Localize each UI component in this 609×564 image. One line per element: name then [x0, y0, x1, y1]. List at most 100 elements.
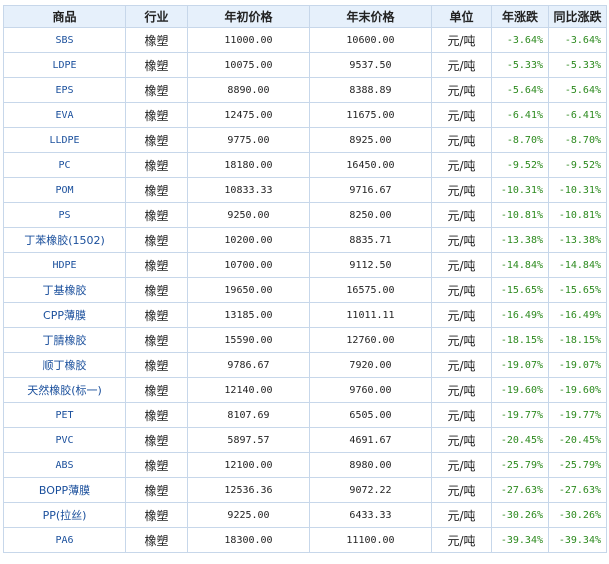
- commodity-link[interactable]: PVC: [3, 427, 126, 453]
- yoy-change-cell: -20.45%: [548, 427, 607, 453]
- end-price-cell: 10600.00: [309, 27, 432, 53]
- commodity-link[interactable]: ABS: [3, 452, 126, 478]
- table-row: POM 橡塑 10833.33 9716.67 元/吨 -10.31% -10.31%: [3, 177, 607, 203]
- start-price-cell: 9225.00: [187, 502, 310, 528]
- industry-cell: 橡塑: [125, 277, 188, 303]
- table-row: EPS 橡塑 8890.00 8388.89 元/吨 -5.64% -5.64%: [3, 77, 607, 103]
- yoy-change-cell: -39.34%: [548, 527, 607, 553]
- industry-cell: 橡塑: [125, 527, 188, 553]
- unit-cell: 元/吨: [431, 152, 492, 178]
- yoy-change-cell: -6.41%: [548, 102, 607, 128]
- table-body: SBS 橡塑 11000.00 10600.00 元/吨 -3.64% -3.64% LDPE…: [3, 27, 607, 553]
- industry-cell: 橡塑: [125, 227, 188, 253]
- unit-cell: 元/吨: [431, 77, 492, 103]
- yoy-change-cell: -18.15%: [548, 327, 607, 353]
- yoy-change-cell: -27.63%: [548, 477, 607, 503]
- commodity-link[interactable]: PA6: [3, 527, 126, 553]
- year-change-cell: -6.41%: [491, 102, 549, 128]
- unit-cell: 元/吨: [431, 177, 492, 203]
- commodity-link[interactable]: BOPP薄膜: [3, 477, 126, 503]
- start-price-cell: 9250.00: [187, 202, 310, 228]
- price-table: 商品 行业 年初价格 年末价格 单位 年涨跌 同比涨跌 SBS 橡塑 11000.0…: [3, 5, 607, 553]
- end-price-cell: 16575.00: [309, 277, 432, 303]
- yoy-change-cell: -5.33%: [548, 52, 607, 78]
- start-price-cell: 12100.00: [187, 452, 310, 478]
- table-row: PC 橡塑 18180.00 16450.00 元/吨 -9.52% -9.52%: [3, 152, 607, 178]
- commodity-link[interactable]: EVA: [3, 102, 126, 128]
- table-row: PS 橡塑 9250.00 8250.00 元/吨 -10.81% -10.81%: [3, 202, 607, 228]
- yoy-change-cell: -30.26%: [548, 502, 607, 528]
- yoy-change-cell: -19.77%: [548, 402, 607, 428]
- start-price-cell: 8107.69: [187, 402, 310, 428]
- end-price-cell: 6433.33: [309, 502, 432, 528]
- start-price-cell: 10075.00: [187, 52, 310, 78]
- commodity-link[interactable]: 丁基橡胶: [3, 277, 126, 303]
- commodity-link[interactable]: LDPE: [3, 52, 126, 78]
- commodity-link[interactable]: 顺丁橡胶: [3, 352, 126, 378]
- start-price-cell: 5897.57: [187, 427, 310, 453]
- yoy-change-cell: -19.07%: [548, 352, 607, 378]
- commodity-link[interactable]: POM: [3, 177, 126, 203]
- industry-cell: 橡塑: [125, 402, 188, 428]
- industry-cell: 橡塑: [125, 252, 188, 278]
- column-header-year-change: 年涨跌: [491, 5, 549, 28]
- start-price-cell: 12140.00: [187, 377, 310, 403]
- start-price-cell: 9786.67: [187, 352, 310, 378]
- end-price-cell: 11100.00: [309, 527, 432, 553]
- table-header-row: 商品 行业 年初价格 年末价格 单位 年涨跌 同比涨跌: [3, 5, 607, 28]
- yoy-change-cell: -9.52%: [548, 152, 607, 178]
- commodity-link[interactable]: CPP薄膜: [3, 302, 126, 328]
- unit-cell: 元/吨: [431, 427, 492, 453]
- unit-cell: 元/吨: [431, 252, 492, 278]
- table-row: PA6 橡塑 18300.00 11100.00 元/吨 -39.34% -39.34%: [3, 527, 607, 553]
- table-row: 丁基橡胶 橡塑 19650.00 16575.00 元/吨 -15.65% -15.65%: [3, 277, 607, 303]
- table-row: PET 橡塑 8107.69 6505.00 元/吨 -19.77% -19.77%: [3, 402, 607, 428]
- industry-cell: 橡塑: [125, 202, 188, 228]
- year-change-cell: -19.60%: [491, 377, 549, 403]
- end-price-cell: 11675.00: [309, 102, 432, 128]
- commodity-link[interactable]: HDPE: [3, 252, 126, 278]
- year-change-cell: -9.52%: [491, 152, 549, 178]
- table-row: 丁苯橡胶(1502) 橡塑 10200.00 8835.71 元/吨 -13.38% -13…: [3, 227, 607, 253]
- yoy-change-cell: -25.79%: [548, 452, 607, 478]
- year-change-cell: -10.31%: [491, 177, 549, 203]
- unit-cell: 元/吨: [431, 377, 492, 403]
- unit-cell: 元/吨: [431, 477, 492, 503]
- industry-cell: 橡塑: [125, 77, 188, 103]
- commodity-link[interactable]: SBS: [3, 27, 126, 53]
- table-row: 顺丁橡胶 橡塑 9786.67 7920.00 元/吨 -19.07% -19.07%: [3, 352, 607, 378]
- yoy-change-cell: -19.60%: [548, 377, 607, 403]
- column-header-commodity: 商品: [3, 5, 126, 28]
- start-price-cell: 15590.00: [187, 327, 310, 353]
- start-price-cell: 12536.36: [187, 477, 310, 503]
- start-price-cell: 10200.00: [187, 227, 310, 253]
- industry-cell: 橡塑: [125, 452, 188, 478]
- column-header-end-price: 年末价格: [309, 5, 432, 28]
- commodity-link[interactable]: PC: [3, 152, 126, 178]
- start-price-cell: 11000.00: [187, 27, 310, 53]
- commodity-link[interactable]: 丁苯橡胶(1502): [3, 227, 126, 253]
- commodity-link[interactable]: 天然橡胶(标一): [3, 377, 126, 403]
- year-change-cell: -16.49%: [491, 302, 549, 328]
- end-price-cell: 11011.11: [309, 302, 432, 328]
- industry-cell: 橡塑: [125, 377, 188, 403]
- table-row: LDPE 橡塑 10075.00 9537.50 元/吨 -5.33% -5.33%: [3, 52, 607, 78]
- end-price-cell: 9760.00: [309, 377, 432, 403]
- commodity-link[interactable]: PET: [3, 402, 126, 428]
- yoy-change-cell: -16.49%: [548, 302, 607, 328]
- start-price-cell: 18180.00: [187, 152, 310, 178]
- commodity-link[interactable]: LLDPE: [3, 127, 126, 153]
- commodity-link[interactable]: PP(拉丝): [3, 502, 126, 528]
- commodity-link[interactable]: PS: [3, 202, 126, 228]
- year-change-cell: -10.81%: [491, 202, 549, 228]
- end-price-cell: 12760.00: [309, 327, 432, 353]
- table-row: ABS 橡塑 12100.00 8980.00 元/吨 -25.79% -25.79%: [3, 452, 607, 478]
- commodity-link[interactable]: 丁腈橡胶: [3, 327, 126, 353]
- commodity-link[interactable]: EPS: [3, 77, 126, 103]
- table-row: HDPE 橡塑 10700.00 9112.50 元/吨 -14.84% -14.84%: [3, 252, 607, 278]
- year-change-cell: -14.84%: [491, 252, 549, 278]
- industry-cell: 橡塑: [125, 152, 188, 178]
- yoy-change-cell: -13.38%: [548, 227, 607, 253]
- column-header-unit: 单位: [431, 5, 492, 28]
- end-price-cell: 8980.00: [309, 452, 432, 478]
